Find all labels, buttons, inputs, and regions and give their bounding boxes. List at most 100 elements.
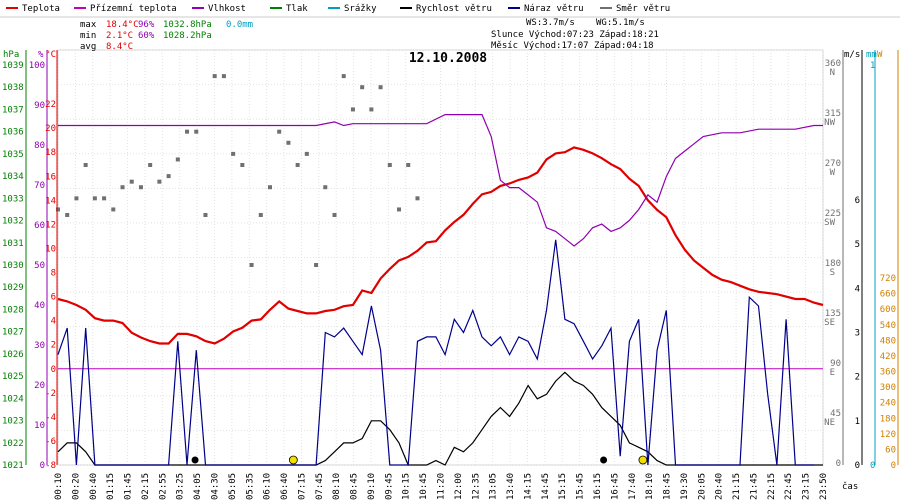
wind-direction-point [304, 151, 309, 156]
hpa-tick-label: 1024 [2, 394, 24, 404]
hpa-tick-label: 1023 [2, 417, 24, 427]
humidity-tick-label: 70 [34, 181, 45, 191]
wind-direction-point [194, 129, 199, 134]
wind-direction-point [387, 163, 392, 167]
solar-tick-label: 420 [880, 352, 896, 362]
temp-tick-label: 2 [51, 341, 56, 351]
direction-name-label: W [830, 168, 836, 178]
x-tick-label: 00:40 [89, 473, 99, 500]
wind-direction-point [56, 207, 60, 212]
hpa-tick-label: 1030 [2, 261, 24, 271]
x-tick-label: 17:40 [628, 473, 638, 500]
wind-direction-point [369, 107, 374, 112]
solar-tick-label: 480 [880, 336, 896, 346]
x-tick-label: 08:10 [332, 473, 342, 500]
wind-direction-point [258, 213, 263, 217]
x-tick-label: 22:45 [784, 473, 794, 500]
x-tick-label: 02:15 [141, 473, 151, 500]
hpa-tick-label: 1022 [2, 439, 24, 449]
x-tick-label: 22:15 [767, 473, 777, 500]
solar-tick-label: 540 [880, 321, 896, 331]
solar-tick-label: 360 [880, 368, 896, 378]
temp-tick-label: 14 [45, 196, 56, 206]
x-tick-label: 09:10 [367, 473, 377, 500]
direction-tick-label: 90 [830, 359, 841, 369]
humidity-tick-label: 100 [29, 61, 45, 71]
temp-axis-label: °C [45, 50, 56, 60]
hpa-tick-label: 1028 [2, 305, 24, 315]
solar-tick-label: 660 [880, 290, 896, 300]
wind-direction-point [92, 196, 97, 201]
wind-direction-point [138, 185, 143, 190]
sun-times: Slunce Východ:07:23 Západ:18:21 [491, 30, 659, 40]
humidity-tick-label: 90 [34, 101, 45, 111]
wind-direction-point [102, 196, 107, 201]
temp-tick-label: 16 [45, 172, 56, 182]
temp-tick-label: -2 [45, 389, 56, 399]
hpa-tick-label: 1035 [2, 150, 24, 160]
x-tick-label: 09:45 [384, 473, 394, 500]
hpa-tick-label: 1026 [2, 350, 24, 360]
direction-name-label: S [830, 268, 835, 278]
x-tick-label: 06:40 [280, 473, 290, 500]
wind-direction-point [415, 196, 420, 201]
solar-tick-label: 300 [880, 383, 896, 393]
humidity-tick-label: 80 [34, 141, 45, 151]
series-line-naraz [57, 239, 814, 466]
speed-tick-label: 2 [855, 373, 860, 383]
stats-max-label: max [80, 20, 97, 30]
wind-direction-point [350, 107, 355, 112]
sun-marker [638, 455, 648, 465]
humidity-tick-label: 50 [34, 261, 45, 271]
direction-name-label: E [830, 368, 835, 378]
temp-tick-label: 12 [45, 220, 56, 230]
humidity-tick-label: 10 [34, 421, 45, 431]
speed-tick-label: 5 [855, 240, 860, 250]
x-tick-label: 23:15 [802, 473, 812, 500]
solar-tick-label: 240 [880, 399, 896, 409]
humidity-tick-label: 40 [34, 301, 45, 311]
direction-name-label: N [830, 68, 835, 78]
wind-direction-point [378, 85, 383, 90]
stats-max-temp: 18.4°C [106, 20, 139, 30]
hpa-tick-label: 1033 [2, 194, 24, 204]
hpa-axis-label: hPa [3, 50, 19, 60]
stats-max-press: 1032.8hPa [163, 20, 212, 30]
humidity-tick-label: 30 [34, 341, 45, 351]
x-tick-label: 23:50 [819, 473, 829, 500]
grid-lines [57, 49, 824, 466]
wind-direction-point [175, 157, 180, 162]
humidity-tick-label: 20 [34, 381, 45, 391]
wind-direction-point [231, 151, 236, 156]
solar-tick-label: 720 [880, 274, 896, 284]
x-tick-label: 13:05 [489, 473, 499, 500]
solar-tick-label: 600 [880, 305, 896, 315]
x-tick-label: 04:05 [193, 473, 203, 500]
x-tick-label: 21:15 [732, 473, 742, 500]
legend-label-vlhkost: Vlhkost [208, 4, 246, 14]
x-tick-label: 13:40 [506, 473, 516, 500]
x-tick-label: 10:15 [402, 473, 412, 500]
stats-max-rain: 0.0mm [226, 20, 253, 30]
x-tick-label: 00:20 [71, 473, 81, 500]
x-tick-label: 07:15 [297, 473, 307, 500]
solar-tick-label: 0 [891, 461, 896, 471]
wind-direction-point [323, 185, 328, 190]
hpa-tick-label: 1032 [2, 217, 24, 227]
x-tick-label: 15:15 [558, 473, 568, 500]
legend-label-teplota: Teplota [22, 4, 60, 14]
x-tick-label: 15:45 [576, 473, 586, 500]
speed-tick-label: 4 [855, 284, 860, 294]
stats-avg-label: avg [80, 42, 96, 52]
hpa-tick-label: 1038 [2, 83, 24, 93]
wind-direction-point [295, 163, 300, 167]
stats-avg-temp: 8.4°C [106, 42, 133, 52]
wind-direction-point [221, 74, 226, 79]
x-tick-label: 04:30 [210, 473, 220, 500]
direction-tick-label: 180 [825, 259, 841, 269]
rain-tick-label: 1 [870, 61, 875, 71]
stats-min-label: min [80, 31, 96, 41]
x-tick-label: 00:10 [54, 473, 64, 500]
